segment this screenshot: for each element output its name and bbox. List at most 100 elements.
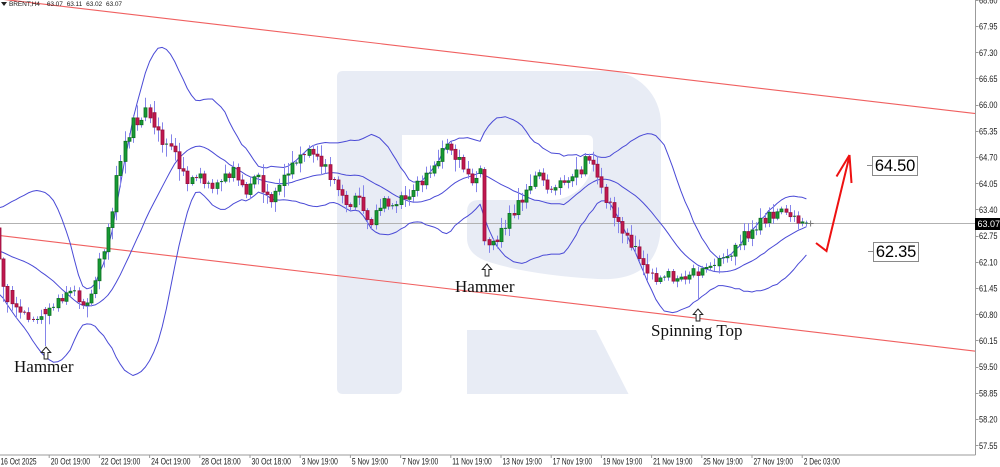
candle-body-bull [198,173,203,179]
candle-body-bull [68,290,73,294]
candle-body-bull [679,276,684,280]
candle-body-bear [135,117,140,126]
close-value: 63.07 [106,1,122,8]
candle-body-bear [160,129,165,145]
candle-body-bull [537,172,542,177]
candle-body-bull [256,174,261,178]
price-axis-label: 62.75 [979,231,998,241]
candle-body-bear [771,211,776,219]
candle-body-bull [424,172,429,186]
candle-body-bear [336,179,341,191]
candle-body-bear [77,290,82,303]
spinning-top-pattern-label[interactable]: Spinning Top [651,321,743,340]
hammer-pattern-label-1[interactable]: Hammer [14,357,74,376]
price-axis-label: 64.05 [979,179,998,189]
channel-upper-line[interactable] [0,0,976,115]
time-axis-label: 25 Nov 19:00 [703,457,742,467]
candle-body-bear [599,176,604,188]
support-price-anchor-dash [867,250,874,252]
candle-body-bull [445,143,450,150]
time-axis-label: 5 Nov 19:00 [352,457,388,467]
candle-body-bull [658,277,663,282]
candle-body-bear [620,221,625,234]
candle-body-bear [202,173,207,185]
candle-body-bull [750,229,755,239]
candle-body-bull [190,177,195,185]
hammer1-arrow-icon[interactable] [40,346,52,360]
candle-body-bull [758,217,763,231]
candle-body-bull [114,175,119,213]
collapse-triangle-icon[interactable] [1,2,7,6]
candle-body-bear [369,219,374,226]
price-axis-label: 57.55 [979,441,998,451]
watermark-letter-R-leg [467,330,629,394]
candle-body-bull [85,302,90,306]
candle-body-bull [440,148,445,162]
candle-body-bull [742,231,747,246]
candle-body-bear [269,194,274,203]
candle-body-bull [524,189,529,203]
time-axis-label: 27 Nov 19:00 [754,457,793,467]
candle-body-bear [344,194,349,205]
candle-body-bull [574,169,579,178]
candle-body-bull [432,165,437,174]
candle-body-bear [683,276,688,280]
current-price-tag: 63.07 [975,217,1000,230]
candle-body-bear [26,312,31,320]
candle-body-bear [311,148,316,155]
candle-body-bull [277,184,282,192]
candle-body-bull [290,162,295,175]
candle-body-bull [775,211,780,219]
candle-body-bear [453,148,458,160]
target-price-label[interactable]: 64.50 [872,155,918,176]
price-axis-label: 58.85 [979,388,998,398]
open-value: 63.07 [46,1,63,8]
candle-body-bull [118,161,123,176]
candle-body-bull [353,195,358,208]
candle-body-bull [570,176,575,182]
candle-body-bear [361,196,366,212]
low-value: 63.02 [86,1,103,8]
candle-body-bull [800,221,805,224]
candle-body-bear [562,180,567,183]
candle-body-bear [315,153,320,157]
candle-body-bull [110,211,115,228]
spinning-top-arrow-icon[interactable] [692,308,704,322]
price-axis-label: 66.00 [979,100,998,110]
time-axis-label: 3 Nov 19:00 [302,457,338,467]
channel-lower-line[interactable] [0,235,976,352]
time-axis-label: 22 Oct 19:00 [101,457,140,467]
time-axis-label: 13 Nov 19:00 [503,457,542,467]
hammer2-arrow-icon[interactable] [481,263,493,277]
forecast-arrow-shaft[interactable] [815,157,850,253]
hammer-pattern-label-2[interactable]: Hammer [455,276,515,296]
candle-body-bull [436,161,441,167]
candle-body-bear [1,258,6,287]
support-price-label[interactable]: 62.35 [873,241,919,262]
candle-body-bull [507,213,512,229]
target-price-anchor-dash [866,164,873,166]
candle-body-bear [591,159,596,165]
candle-body-bull [131,117,136,139]
candle-body-bear [784,208,789,213]
candle-body-bull [491,240,496,246]
candle-body-bull [102,251,107,260]
candle-body-bull [56,298,61,309]
bollinger-lower-band[interactable] [0,191,807,376]
candle-body-bear [637,246,642,259]
time-axis-label: 16 Oct 2025 [1,457,37,467]
candle-body-bear [466,168,471,175]
candle-body-bull [704,267,709,270]
candle-body-bull [733,244,738,257]
candle-body-bear [482,169,487,242]
time-axis-label: 24 Oct 19:00 [151,457,190,467]
candle-body-bull [499,227,504,243]
candle-body-bear [629,234,634,248]
watermark-letter-R-bowl [337,71,661,394]
candle-body-bull [779,208,784,213]
price-axis-label: 68.60 [979,0,998,5]
candle-body-bull [215,182,220,189]
candle-body-bull [411,190,416,197]
candle-body-bear [696,271,701,276]
